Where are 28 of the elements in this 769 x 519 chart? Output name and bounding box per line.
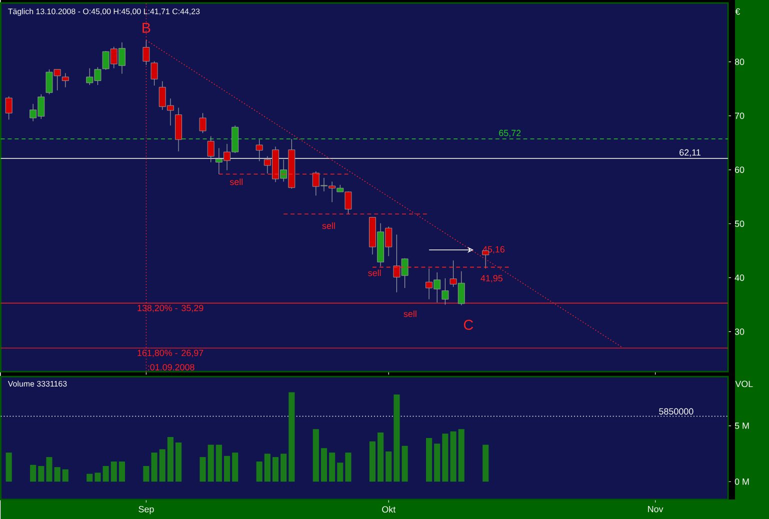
ref-line-label: 35,29 — [182, 304, 204, 312]
ref-line-label: 26,97 — [182, 349, 204, 357]
y-tick-label: 30 — [734, 328, 744, 335]
x-tick-label: Nov — [648, 506, 664, 512]
annotation: sell — [368, 269, 381, 276]
annotation: 161,80% - — [138, 349, 178, 357]
annotation: sell — [322, 222, 335, 229]
annotation: B — [142, 22, 150, 33]
x-tick-label: Sep — [138, 506, 154, 514]
annotation: sell — [230, 178, 243, 185]
annotation: 138,20% - — [138, 304, 178, 312]
ref-line-label: 5850000 — [659, 408, 694, 414]
x-tick-label: Okt — [382, 506, 396, 512]
y-tick-label: 80 — [734, 58, 744, 65]
y-tick-label: 5 M — [734, 422, 749, 429]
y-tick-label: 60 — [734, 166, 744, 173]
y-tick-label: 0 M — [734, 478, 749, 485]
ref-line-label: :01.09.2008 — [148, 364, 194, 370]
ref-line-label: 65,72 — [499, 130, 521, 137]
y-tick-label: 40 — [734, 274, 744, 281]
y-tick-label: 50 — [734, 220, 744, 227]
y-axis-title: € — [735, 8, 740, 14]
y-tick-label: 70 — [734, 112, 744, 119]
ref-line-label: 62,11 — [680, 149, 700, 156]
annotation: sell — [404, 310, 416, 317]
y-axis-title: VOL — [735, 380, 753, 387]
annotation: C — [464, 320, 474, 330]
annotation: 41,95 — [480, 274, 502, 282]
